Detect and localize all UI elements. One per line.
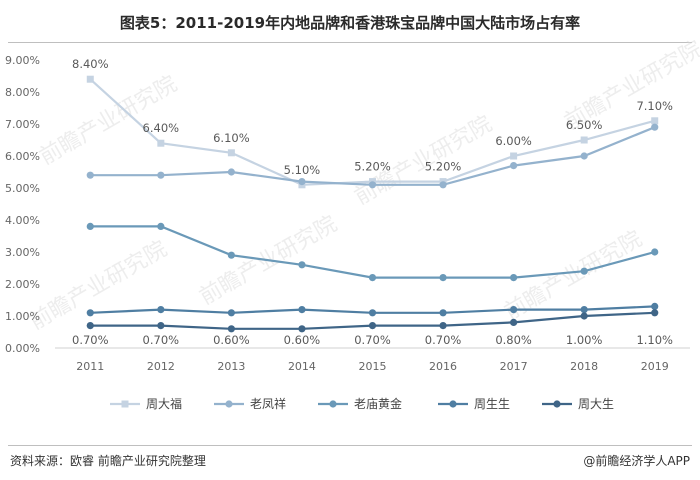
data-point <box>651 309 659 317</box>
data-label: 0.70% <box>143 333 180 347</box>
data-point <box>510 152 518 160</box>
data-point <box>368 309 377 317</box>
data-point <box>86 171 94 179</box>
data-point <box>510 318 518 326</box>
data-point <box>298 261 306 269</box>
data-point <box>298 306 306 314</box>
legend-marker <box>225 400 233 408</box>
data-label: 6.00% <box>495 134 532 148</box>
data-label: 0.60% <box>284 333 321 347</box>
x-tick-label: 2012 <box>147 360 175 373</box>
legend-marker <box>553 400 561 408</box>
data-label: 0.70% <box>354 333 391 347</box>
data-point <box>580 306 588 314</box>
data-point <box>368 322 377 330</box>
data-point <box>227 325 235 333</box>
data-point <box>368 181 377 189</box>
data-point <box>157 171 165 179</box>
data-label: 7.10% <box>636 99 673 113</box>
legend-label: 老庙黄金 <box>354 396 402 411</box>
data-point <box>580 152 588 160</box>
data-label: 6.50% <box>566 118 603 132</box>
x-tick-label: 2013 <box>217 360 245 373</box>
credit-note: @前瞻经济学人APP <box>583 454 690 468</box>
y-tick-label: 0.00% <box>5 342 40 355</box>
data-label: 0.70% <box>72 333 109 347</box>
y-tick-label: 5.00% <box>5 182 40 195</box>
data-point <box>651 123 659 131</box>
watermark-text: 前瞻产业研究院 <box>26 237 172 336</box>
x-tick-label: 2014 <box>288 360 316 373</box>
legend-label: 周大生 <box>578 397 614 411</box>
y-tick-label: 2.00% <box>5 278 40 291</box>
data-label: 0.60% <box>213 333 250 347</box>
data-point <box>298 178 306 186</box>
data-point <box>439 181 447 189</box>
data-point <box>651 248 659 256</box>
data-point <box>227 168 235 176</box>
data-label: 6.40% <box>143 121 180 135</box>
data-point <box>580 136 588 144</box>
legend-label: 周生生 <box>474 397 510 411</box>
data-label: 5.10% <box>284 163 321 177</box>
data-point <box>227 251 235 259</box>
x-tick-label: 2016 <box>429 360 457 373</box>
x-tick-label: 2018 <box>570 360 598 373</box>
y-tick-label: 7.00% <box>5 118 40 131</box>
y-tick-label: 3.00% <box>5 246 40 259</box>
legend-marker <box>121 400 129 408</box>
data-point <box>157 306 165 314</box>
data-point <box>157 222 165 230</box>
data-point <box>86 309 94 317</box>
data-label: 5.20% <box>354 160 391 174</box>
x-tick-label: 2015 <box>359 360 387 373</box>
data-point <box>439 322 447 330</box>
y-tick-label: 6.00% <box>5 150 40 163</box>
data-label: 1.00% <box>566 333 603 347</box>
data-label: 1.10% <box>636 333 673 347</box>
data-label: 8.40% <box>72 57 109 71</box>
y-tick-label: 9.00% <box>5 54 40 67</box>
data-point <box>227 149 235 157</box>
legend-label: 老凤祥 <box>250 397 286 411</box>
legend-marker <box>329 400 337 408</box>
data-point <box>580 267 588 275</box>
data-point <box>86 222 94 230</box>
data-point <box>439 274 447 282</box>
y-tick-label: 4.00% <box>5 214 40 227</box>
y-tick-label: 8.00% <box>5 86 40 99</box>
data-point <box>368 274 377 282</box>
legend-marker <box>449 400 457 408</box>
data-point <box>651 117 659 125</box>
data-point <box>439 309 447 317</box>
x-tick-label: 2019 <box>641 360 669 373</box>
data-point <box>86 75 94 83</box>
data-point <box>580 312 588 320</box>
source-note: 资料来源：欧睿 前瞻产业研究院整理 <box>10 454 206 468</box>
legend-label: 周大福 <box>146 396 182 411</box>
data-label: 6.10% <box>213 131 250 145</box>
data-point <box>157 322 165 330</box>
data-label: 0.70% <box>425 333 462 347</box>
data-point <box>651 302 659 310</box>
footer-divider <box>8 445 692 446</box>
y-tick-label: 1.00% <box>5 310 40 323</box>
chart-title: 图表5：2011-2019年内地品牌和香港珠宝品牌中国大陆市场占有率 <box>119 14 581 32</box>
x-tick-label: 2017 <box>500 360 528 373</box>
data-label: 5.20% <box>425 160 462 174</box>
data-label: 0.80% <box>495 333 532 347</box>
title-divider <box>8 42 692 43</box>
data-point <box>298 325 306 333</box>
x-tick-label: 2011 <box>76 360 104 373</box>
data-point <box>510 162 518 170</box>
data-point <box>510 306 518 314</box>
data-point <box>86 322 94 330</box>
data-point <box>227 309 235 317</box>
data-point <box>510 274 518 282</box>
data-point <box>157 139 165 147</box>
